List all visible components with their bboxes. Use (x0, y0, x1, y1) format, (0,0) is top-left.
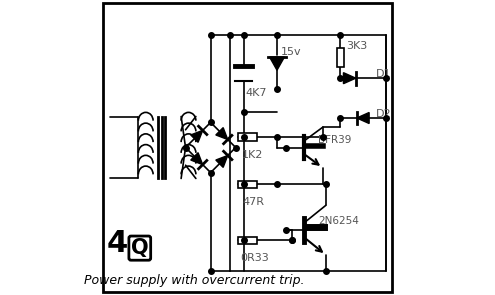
Polygon shape (357, 112, 369, 124)
Text: 3K3: 3K3 (346, 41, 367, 51)
Text: Q: Q (131, 238, 148, 258)
Text: 2N6254: 2N6254 (318, 216, 359, 226)
Text: 15v: 15v (281, 47, 301, 57)
Bar (238, 181, 257, 188)
Text: BFR39: BFR39 (318, 135, 351, 145)
Text: D2: D2 (376, 109, 392, 119)
Polygon shape (191, 130, 202, 142)
Bar (238, 237, 257, 244)
Polygon shape (270, 57, 285, 70)
Text: Power supply with overcurrent trip.: Power supply with overcurrent trip. (84, 274, 304, 287)
Text: D1: D1 (376, 69, 392, 79)
Text: 4: 4 (107, 229, 128, 258)
Polygon shape (191, 153, 202, 165)
Polygon shape (216, 155, 228, 167)
Text: 0R33: 0R33 (241, 253, 269, 263)
Bar (238, 133, 257, 141)
Polygon shape (216, 128, 228, 140)
Polygon shape (344, 73, 356, 84)
Text: 47R: 47R (242, 197, 264, 207)
Text: 4K7: 4K7 (245, 88, 267, 98)
Bar (337, 48, 344, 67)
Text: 1K2: 1K2 (242, 150, 263, 160)
